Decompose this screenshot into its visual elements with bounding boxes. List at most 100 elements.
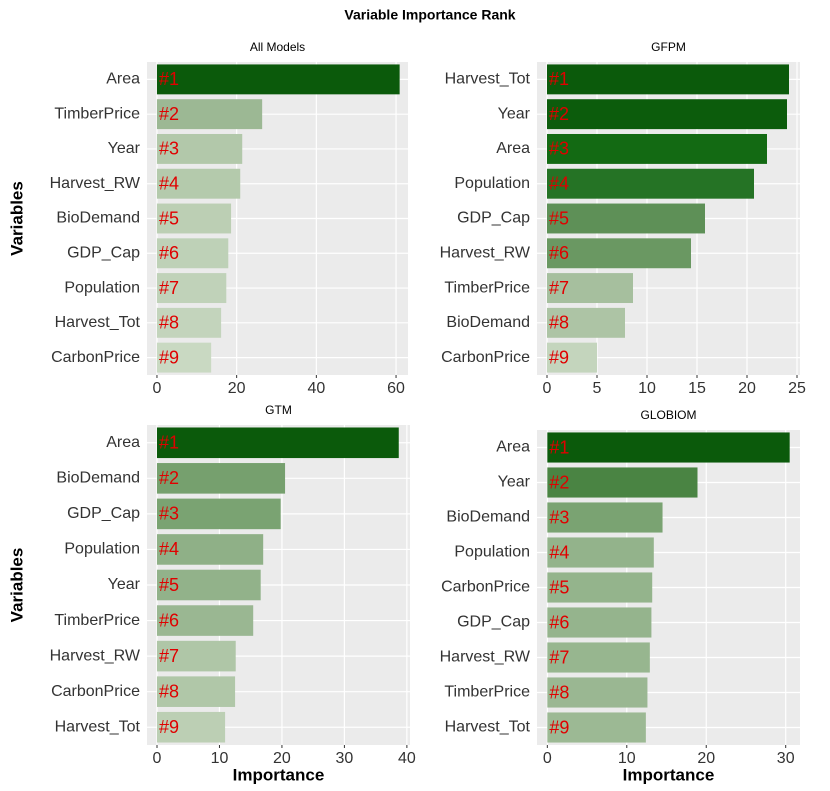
x-tick-label: 0 xyxy=(543,380,552,397)
panel-title: GLOBIOM xyxy=(640,408,696,422)
category-label: GDP_Cap xyxy=(457,614,530,631)
category-label: Area xyxy=(106,71,140,88)
rank-label: #9 xyxy=(159,347,179,367)
category-label: GDP_Cap xyxy=(457,210,530,227)
rank-label: #6 xyxy=(549,243,569,263)
figure-title: Variable Importance Rank xyxy=(344,7,515,23)
rank-label: #1 xyxy=(549,437,569,457)
bar xyxy=(156,498,281,530)
bar xyxy=(156,307,222,338)
x-tick-label: 10 xyxy=(638,380,656,397)
bar xyxy=(547,133,767,164)
rank-label: #6 xyxy=(159,243,179,263)
rank-label: #5 xyxy=(159,575,179,595)
bar xyxy=(547,607,652,638)
category-label: GDP_Cap xyxy=(67,244,140,261)
category-label: BioDemand xyxy=(56,470,140,487)
bar xyxy=(547,712,646,743)
category-label: BioDemand xyxy=(446,509,530,526)
category-label: TimberPrice xyxy=(444,684,530,701)
rank-label: #2 xyxy=(159,104,179,124)
panel-title: GTM xyxy=(265,403,292,417)
category-label: BioDemand xyxy=(56,210,140,227)
rank-label: #1 xyxy=(159,433,179,453)
rank-label: #3 xyxy=(549,139,569,159)
rank-label: #8 xyxy=(159,313,179,333)
category-label: Year xyxy=(108,576,141,593)
bar xyxy=(547,342,597,373)
category-label: CarbonPrice xyxy=(441,579,530,596)
rank-label: #8 xyxy=(549,313,569,333)
category-label: Population xyxy=(454,175,530,192)
rank-label: #5 xyxy=(549,208,569,228)
x-tick-label: 60 xyxy=(387,380,405,397)
category-label: Population xyxy=(454,544,530,561)
rank-label: #8 xyxy=(159,681,179,701)
category-label: Harvest_Tot xyxy=(55,314,141,331)
bar xyxy=(156,238,229,269)
bar xyxy=(547,307,625,338)
rank-label: #5 xyxy=(549,577,569,597)
bar xyxy=(156,133,243,164)
rank-label: #1 xyxy=(159,69,179,89)
rank-label: #3 xyxy=(549,507,569,527)
category-label: Harvest_RW xyxy=(50,647,141,664)
panel-title: All Models xyxy=(250,40,305,54)
category-label: CarbonPrice xyxy=(51,683,140,700)
y-axis-label: Variables xyxy=(7,548,26,623)
rank-label: #4 xyxy=(549,542,569,562)
category-label: Harvest_Tot xyxy=(445,71,531,88)
category-label: Area xyxy=(496,439,530,456)
category-label: TimberPrice xyxy=(54,105,140,122)
rank-label: #9 xyxy=(159,717,179,737)
x-tick-label: 20 xyxy=(697,750,715,767)
x-tick-label: 5 xyxy=(593,380,602,397)
bar xyxy=(156,640,236,672)
bar xyxy=(547,99,787,130)
rank-label: #3 xyxy=(159,504,179,524)
bar xyxy=(156,711,226,743)
rank-label: #9 xyxy=(549,347,569,367)
rank-label: #8 xyxy=(549,682,569,702)
rank-label: #6 xyxy=(159,610,179,630)
x-tick-label: 20 xyxy=(228,380,246,397)
bar xyxy=(547,238,691,269)
rank-label: #5 xyxy=(159,208,179,228)
category-label: GDP_Cap xyxy=(67,505,140,522)
category-label: Harvest_RW xyxy=(440,244,531,261)
category-label: Harvest_RW xyxy=(50,175,141,192)
x-tick-label: 0 xyxy=(153,750,162,767)
x-tick-label: 20 xyxy=(273,750,291,767)
category-label: Year xyxy=(498,105,531,122)
bar xyxy=(547,502,663,533)
rank-label: #7 xyxy=(159,278,179,298)
category-label: Population xyxy=(64,279,140,296)
x-tick-label: 10 xyxy=(211,750,229,767)
category-label: Year xyxy=(498,474,531,491)
rank-label: #2 xyxy=(549,472,569,492)
bar xyxy=(156,676,236,707)
rank-label: #9 xyxy=(549,717,569,737)
bar xyxy=(156,273,227,304)
bar xyxy=(156,605,254,636)
category-label: Year xyxy=(108,140,141,157)
rank-label: #7 xyxy=(549,647,569,667)
category-label: Area xyxy=(106,434,140,451)
x-tick-label: 20 xyxy=(738,380,756,397)
x-axis-label: Importance xyxy=(233,765,325,784)
rank-label: #6 xyxy=(549,612,569,632)
bar xyxy=(156,534,264,565)
x-tick-label: 15 xyxy=(688,380,706,397)
rank-label: #4 xyxy=(159,173,179,193)
bar xyxy=(156,569,261,601)
bar xyxy=(547,467,698,498)
y-axis-label: Variables xyxy=(7,181,26,256)
category-label: BioDemand xyxy=(446,314,530,331)
panel-title: GFPM xyxy=(651,40,686,54)
x-tick-label: 40 xyxy=(398,750,416,767)
rank-label: #3 xyxy=(159,139,179,159)
category-label: CarbonPrice xyxy=(51,349,140,366)
x-tick-label: 10 xyxy=(618,750,636,767)
x-tick-label: 40 xyxy=(307,380,325,397)
bar xyxy=(547,203,705,234)
